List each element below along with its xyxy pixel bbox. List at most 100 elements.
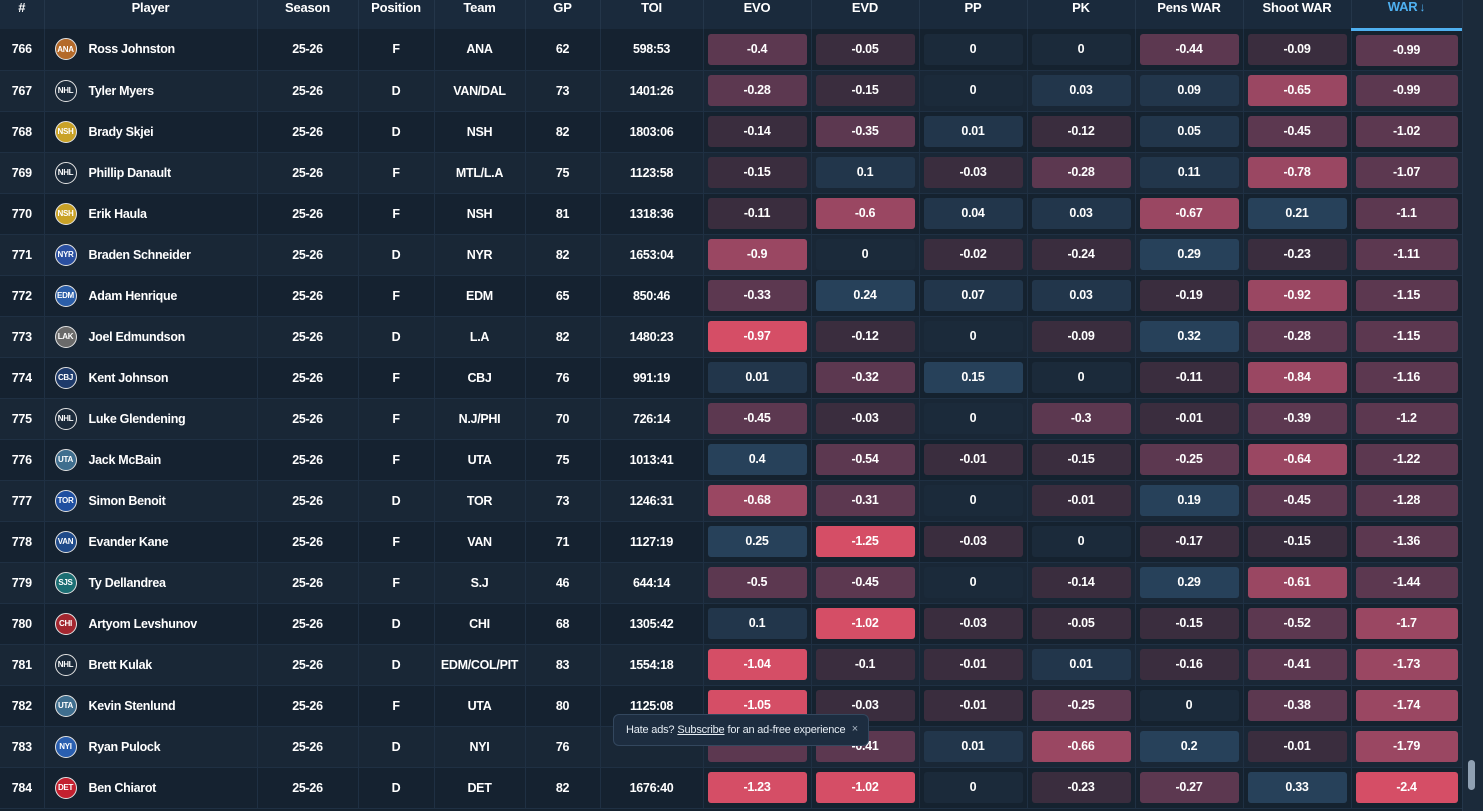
player-name-link[interactable]: Ryan Pulock	[88, 739, 161, 754]
pk-cell: -0.28	[1027, 152, 1136, 194]
evo-value: -0.68	[707, 485, 807, 516]
player-cell: ANA Ross Johnston	[44, 29, 258, 71]
table-row[interactable]: 771 NYR Braden Schneider 25-26 D NYR 82 1653:04…	[0, 234, 1462, 276]
team-logo-icon: LAK	[54, 325, 77, 348]
player-name-link[interactable]: Phillip Danault	[88, 165, 172, 180]
player-name-link[interactable]: Ross Johnston	[88, 42, 176, 57]
pens-cell: -0.11	[1135, 357, 1244, 399]
shoot-value: -0.52	[1247, 608, 1347, 639]
vertical-scrollbar[interactable]	[1462, 0, 1483, 811]
player-name-link[interactable]: Brady Skjei	[88, 124, 154, 139]
gp-cell: 75	[525, 152, 601, 194]
table-row[interactable]: 768 NSH Brady Skjei 25-26 D NSH 82 1803:06 -0.14…	[0, 111, 1462, 153]
table-row[interactable]: 782 UTA Kevin Stenlund 25-26 F UTA 80 1125:08 -1…	[0, 685, 1462, 727]
shoot-cell: -0.39	[1243, 398, 1352, 440]
pp-cell: -0.03	[919, 152, 1028, 194]
table-row[interactable]: 772 EDM Adam Henrique 25-26 F EDM 65 850:46 -0.3…	[0, 275, 1462, 317]
table-row[interactable]: 783 NYI Ryan Pulock 25-26 D NYI 76 -0.41 0.01 -0.…	[0, 726, 1462, 768]
column-header-season[interactable]: Season	[257, 0, 359, 29]
team-logo-icon: SJS	[54, 571, 77, 594]
player-name-link[interactable]: Kevin Stenlund	[88, 698, 176, 713]
column-header-player[interactable]: Player	[44, 0, 258, 29]
gp-cell: 82	[525, 111, 601, 153]
evo-cell: -0.68	[703, 480, 812, 522]
column-header-evd[interactable]: EVD	[811, 0, 920, 29]
player-name-link[interactable]: Joel Edmundson	[88, 329, 186, 344]
close-icon[interactable]: ×	[851, 723, 858, 735]
position-cell: D	[358, 234, 435, 276]
scrollbar-thumb[interactable]	[1468, 760, 1475, 790]
column-header-war-sorted[interactable]: WAR ↓	[1351, 0, 1462, 31]
column-header-team[interactable]: Team	[434, 0, 526, 29]
column-header-position[interactable]: Position	[358, 0, 435, 29]
table-row[interactable]: 773 LAK Joel Edmundson 25-26 D L.A 82 1480:23 -0…	[0, 316, 1462, 358]
toi-cell: 1318:36	[600, 193, 704, 235]
column-header-rank[interactable]: #	[0, 0, 45, 29]
gp-cell: 76	[525, 357, 601, 399]
toi-cell: 1803:06	[600, 111, 704, 153]
player-name-link[interactable]: Jack McBain	[88, 452, 162, 467]
player-name-link[interactable]: Ty Dellandrea	[88, 575, 166, 590]
column-header-evo[interactable]: EVO	[703, 0, 812, 29]
evo-cell: 0.4	[703, 439, 812, 481]
table-row[interactable]: 781 NHL Brett Kulak 25-26 D EDM/COL/PIT 83 1554…	[0, 644, 1462, 686]
player-name-link[interactable]: Luke Glendening	[88, 411, 186, 426]
table-row[interactable]: 775 NHL Luke Glendening 25-26 F N.J/PHI 70 726:…	[0, 398, 1462, 440]
player-name-link[interactable]: Evander Kane	[88, 534, 169, 549]
subscribe-link[interactable]: Subscribe	[677, 724, 725, 736]
pp-value: -0.03	[923, 157, 1023, 188]
player-name-link[interactable]: Adam Henrique	[88, 288, 178, 303]
table-row[interactable]: 779 SJS Ty Dellandrea 25-26 F S.J 46 644:14 -0.5…	[0, 562, 1462, 604]
player-name-link[interactable]: Brett Kulak	[88, 657, 153, 672]
evo-cell: 0.25	[703, 521, 812, 563]
pens-cell: 0.09	[1135, 70, 1244, 112]
team-cell: NSH	[434, 193, 526, 235]
table-row[interactable]: 767 NHL Tyler Myers 25-26 D VAN/DAL 73 1401:26-…	[0, 70, 1462, 112]
table-row[interactable]: 770 NSH Erik Haula 25-26 F NSH 81 1318:36 -0.11-…	[0, 193, 1462, 235]
evd-value: -0.05	[815, 33, 915, 65]
player-name-link[interactable]: Kent Johnson	[88, 370, 169, 385]
table-row[interactable]: 780 CHI Artyom Levshunov 25-26 D CHI 68 1305:42…	[0, 603, 1462, 645]
position-cell: F	[358, 29, 435, 71]
column-header-toi[interactable]: TOI	[600, 0, 704, 29]
pp-value: 0	[923, 403, 1023, 434]
pk-cell: 0	[1027, 29, 1136, 71]
team-cell: EDM	[434, 275, 526, 317]
player-name-link[interactable]: Tyler Myers	[88, 83, 155, 98]
column-header-gp[interactable]: GP	[525, 0, 601, 29]
war-cell: -1.2	[1351, 398, 1462, 440]
evo-cell: -0.33	[703, 275, 812, 317]
pk-cell: -0.01	[1027, 480, 1136, 522]
player-name-link[interactable]: Ben Chiarot	[88, 780, 157, 795]
table-row[interactable]: 769 NHL Phillip Danault 25-26 F MTL/L.A 75 1123…	[0, 152, 1462, 194]
evo-value: -1.04	[707, 649, 807, 680]
shoot-value: -0.15	[1247, 526, 1347, 557]
column-header-pens-war[interactable]: Pens WAR	[1135, 0, 1244, 29]
player-name-link[interactable]: Simon Benoit	[88, 493, 166, 508]
season-cell: 25-26	[257, 275, 359, 317]
player-name-link[interactable]: Artyom Levshunov	[88, 616, 198, 631]
table-row[interactable]: 774 CBJ Kent Johnson 25-26 F CBJ 76 991:19 0.01-…	[0, 357, 1462, 399]
table-row[interactable]: 784 DET Ben Chiarot 25-26 D DET 82 1676:40 -1.23…	[0, 767, 1462, 809]
position-cell: D	[358, 767, 435, 809]
pk-value: 0.03	[1031, 75, 1131, 106]
position-cell: F	[358, 357, 435, 399]
shoot-value: -0.38	[1247, 690, 1347, 721]
rank-cell: 772	[0, 275, 45, 317]
war-value: -1.15	[1355, 280, 1458, 311]
player-name-link[interactable]: Braden Schneider	[88, 247, 191, 262]
column-header-shoot-war[interactable]: Shoot WAR	[1243, 0, 1352, 29]
column-header-pp[interactable]: PP	[919, 0, 1028, 29]
table-row[interactable]: 766 ANA Ross Johnston 25-26 F ANA 62 598:53 -0.4…	[0, 29, 1462, 71]
table-row[interactable]: 776 UTA Jack McBain 25-26 F UTA 75 1013:41 0.4 -0…	[0, 439, 1462, 481]
evd-cell: 0	[811, 234, 920, 276]
rank-cell: 782	[0, 685, 45, 727]
team-cell: NSH	[434, 111, 526, 153]
table-row[interactable]: 777 TOR Simon Benoit 25-26 D TOR 73 1246:31 -0.6…	[0, 480, 1462, 522]
rank-cell: 770	[0, 193, 45, 235]
table-row[interactable]: 778 VAN Evander Kane 25-26 F VAN 71 1127:19 0.25…	[0, 521, 1462, 563]
shoot-value: -0.84	[1247, 362, 1347, 393]
player-name-link[interactable]: Erik Haula	[88, 206, 147, 221]
column-header-pk[interactable]: PK	[1027, 0, 1136, 29]
